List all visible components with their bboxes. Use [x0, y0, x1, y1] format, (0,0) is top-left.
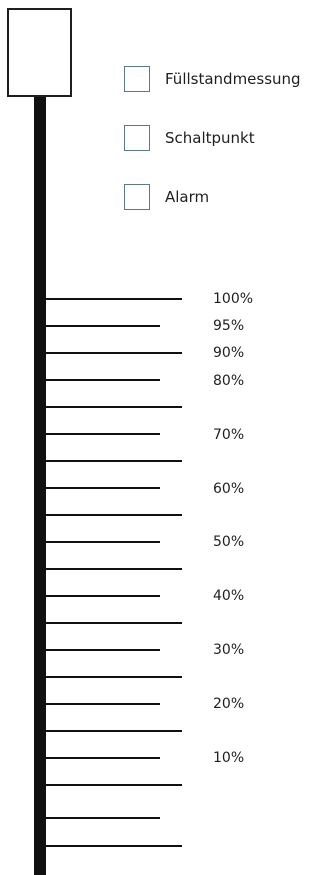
scale-tick [46, 379, 160, 381]
scale-tick [46, 541, 160, 543]
scale-tick [46, 757, 160, 759]
scale-tick [46, 730, 182, 732]
scale-label-30: 30% [213, 642, 245, 658]
scale-label-100: 100% [213, 291, 254, 307]
legend-swatch [124, 125, 150, 151]
scale-tick [46, 487, 160, 489]
scale-label-80: 80% [213, 373, 245, 389]
scale-label-60: 60% [213, 481, 245, 497]
scale-label-70: 70% [213, 427, 245, 443]
scale-tick [46, 352, 182, 354]
scale-tick [46, 676, 182, 678]
scale-label-95: 95% [213, 318, 245, 334]
legend-item-schaltpunkt: Schaltpunkt [124, 125, 255, 151]
scale-label-50: 50% [213, 534, 245, 550]
scale-label-90: 90% [213, 345, 245, 361]
scale-tick [46, 325, 160, 327]
scale-tick [46, 514, 182, 516]
probe-rod [34, 97, 46, 875]
scale-tick [46, 703, 160, 705]
legend-item-fuellstandmessung: Füllstandmessung [124, 66, 301, 92]
scale-tick [46, 649, 160, 651]
scale-tick [46, 433, 160, 435]
scale-label-20: 20% [213, 696, 245, 712]
legend-item-alarm: Alarm [124, 184, 209, 210]
scale-tick [46, 817, 160, 819]
scale-tick [46, 622, 182, 624]
scale-tick [46, 298, 182, 300]
probe-head [7, 8, 72, 97]
scale-label-10: 10% [213, 750, 245, 766]
legend-label: Alarm [165, 188, 210, 206]
legend-label: Schaltpunkt [165, 129, 255, 147]
scale-tick [46, 568, 182, 570]
scale-label-40: 40% [213, 588, 245, 604]
legend-swatch [124, 184, 150, 210]
scale-tick [46, 845, 182, 847]
legend-label: Füllstandmessung [165, 70, 301, 88]
scale-tick [46, 406, 182, 408]
scale-tick [46, 460, 182, 462]
scale-tick [46, 595, 160, 597]
scale-tick [46, 784, 182, 786]
legend-swatch [124, 66, 150, 92]
